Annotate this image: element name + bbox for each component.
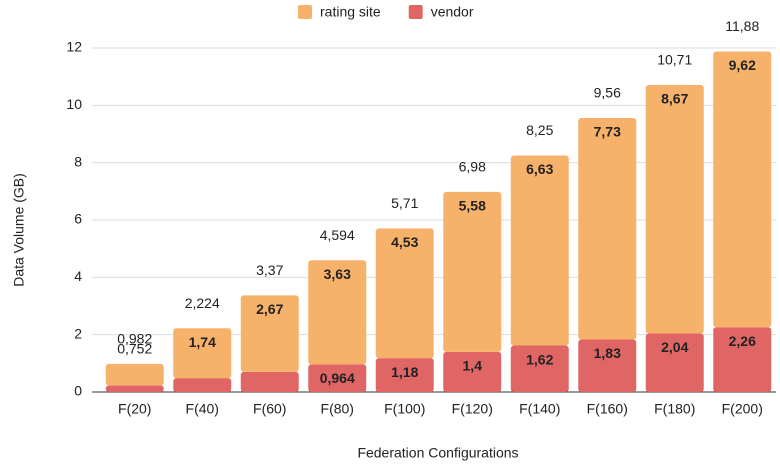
bar-segment bbox=[443, 191, 502, 352]
legend-label: rating site bbox=[320, 4, 381, 20]
bar-segment bbox=[578, 117, 637, 340]
total-label: 11,88 bbox=[725, 18, 759, 34]
value-label: 8,67 bbox=[661, 91, 688, 107]
value-label: 6,63 bbox=[526, 161, 553, 177]
x-tick-label: F(180) bbox=[654, 401, 695, 417]
total-label: 10,71 bbox=[657, 52, 692, 68]
x-tick-label: F(20) bbox=[118, 401, 151, 417]
legend-label: vendor bbox=[431, 4, 474, 20]
bar-segment bbox=[375, 358, 434, 392]
bar-segment bbox=[173, 328, 232, 379]
y-tick-label: 0 bbox=[74, 383, 82, 399]
value-label: 0,752 bbox=[117, 341, 152, 357]
bar-segment bbox=[443, 351, 502, 392]
legend-swatch bbox=[408, 5, 423, 19]
bar-segment bbox=[308, 364, 367, 392]
total-label: 9,56 bbox=[594, 85, 621, 101]
x-tick-label: F(120) bbox=[452, 401, 493, 417]
total-label: 2,224 bbox=[185, 295, 220, 311]
value-label: 5,58 bbox=[459, 198, 486, 214]
bar-segment bbox=[240, 295, 299, 372]
bar-segment bbox=[645, 333, 704, 392]
x-tick-label: F(200) bbox=[722, 401, 763, 417]
y-tick-label: 12 bbox=[66, 39, 82, 55]
bar-segment bbox=[375, 228, 434, 359]
value-label: 9,62 bbox=[729, 57, 756, 73]
bar-segment bbox=[713, 327, 772, 392]
value-label: 3,63 bbox=[324, 266, 351, 282]
y-tick-label: 4 bbox=[74, 268, 82, 284]
value-label: 1,83 bbox=[594, 345, 621, 361]
value-label: 1,4 bbox=[463, 358, 483, 374]
value-label: 4,53 bbox=[391, 234, 418, 250]
total-label: 5,71 bbox=[391, 195, 418, 211]
x-tick-label: F(160) bbox=[587, 401, 628, 417]
y-axis-label: Data Volume (GB) bbox=[11, 173, 27, 287]
bar-segment bbox=[510, 155, 569, 346]
bar-segment bbox=[713, 51, 772, 328]
x-tick-label: F(60) bbox=[253, 401, 286, 417]
value-label: 2,04 bbox=[661, 339, 688, 355]
bar-segment bbox=[308, 260, 367, 365]
total-label: 0,982 bbox=[117, 331, 152, 347]
bar-segment bbox=[645, 84, 704, 334]
bar-segment bbox=[105, 385, 164, 392]
x-tick-label: F(140) bbox=[519, 401, 560, 417]
bar-segment bbox=[240, 371, 299, 392]
x-tick-label: F(80) bbox=[321, 401, 354, 417]
value-label: 1,62 bbox=[526, 351, 553, 367]
bar-segment bbox=[510, 345, 569, 392]
total-label: 6,98 bbox=[459, 159, 486, 175]
x-tick-label: F(100) bbox=[384, 401, 425, 417]
value-label: 2,67 bbox=[256, 301, 283, 317]
value-label: 1,18 bbox=[391, 364, 418, 380]
value-label: 7,73 bbox=[594, 124, 621, 140]
y-tick-label: 10 bbox=[66, 96, 82, 112]
y-tick-label: 6 bbox=[74, 211, 82, 227]
y-tick-label: 2 bbox=[74, 325, 82, 341]
bar-segment bbox=[105, 363, 164, 386]
x-tick-label: F(40) bbox=[186, 401, 219, 417]
total-label: 4,594 bbox=[320, 227, 355, 243]
legend-swatch bbox=[298, 5, 312, 19]
value-label: 0,964 bbox=[320, 370, 355, 386]
total-label: 3,37 bbox=[256, 262, 283, 278]
bar-segment bbox=[578, 339, 637, 392]
bar-segment bbox=[173, 378, 232, 392]
x-axis-label: Federation Configurations bbox=[357, 445, 518, 461]
total-label: 8,25 bbox=[526, 122, 553, 138]
value-label: 2,26 bbox=[729, 333, 756, 349]
value-label: 1,74 bbox=[189, 334, 216, 350]
y-tick-label: 8 bbox=[74, 153, 82, 169]
